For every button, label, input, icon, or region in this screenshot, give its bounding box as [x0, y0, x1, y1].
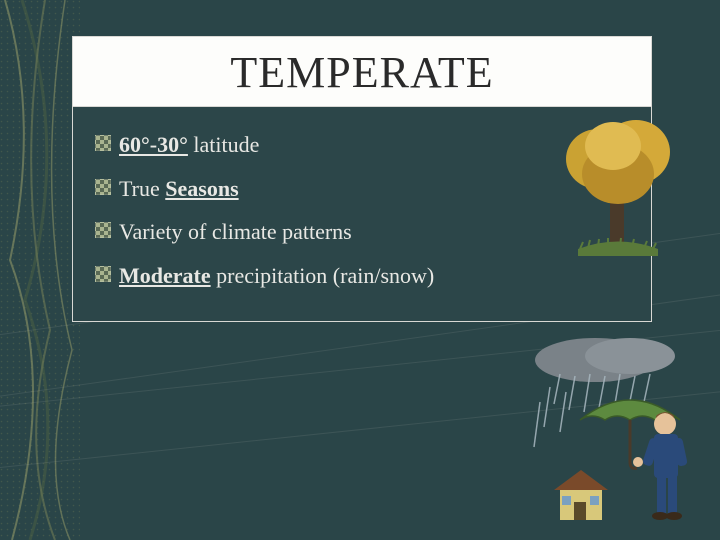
bullet-list: 60°-30° latitude True Seasons Variety of… [73, 107, 651, 321]
checker-bullet-icon [95, 179, 111, 195]
title-bar: TEMPERATE [73, 37, 651, 106]
rain-umbrella-clipart [510, 332, 710, 532]
bullet-item: 60°-30° latitude [95, 131, 629, 159]
bullet-item: True Seasons [95, 175, 629, 203]
left-pattern-decoration [0, 0, 80, 540]
bullet-text: True Seasons [119, 175, 239, 203]
slide-content-box: TEMPERATE 60°-30° latitude True Seasons … [72, 36, 652, 322]
bullet-text: 60°-30° latitude [119, 131, 259, 159]
slide-title: TEMPERATE [73, 47, 651, 98]
bullet-text: Moderate precipitation (rain/snow) [119, 262, 434, 290]
checker-bullet-icon [95, 222, 111, 238]
bullet-item: Variety of climate patterns [95, 218, 629, 246]
checker-bullet-icon [95, 266, 111, 282]
bullet-item: Moderate precipitation (rain/snow) [95, 262, 629, 290]
checker-bullet-icon [95, 135, 111, 151]
bullet-text: Variety of climate patterns [119, 218, 352, 246]
